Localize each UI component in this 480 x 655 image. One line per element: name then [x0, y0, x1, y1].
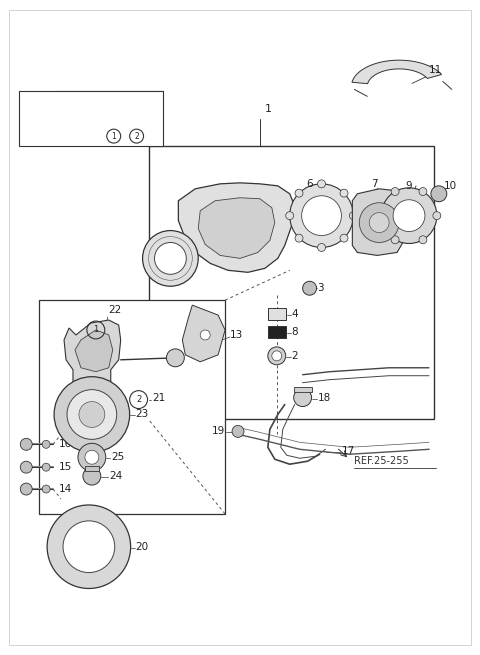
Text: 18: 18	[318, 392, 331, 403]
Text: 11: 11	[429, 64, 442, 75]
Text: 6: 6	[306, 179, 313, 189]
Polygon shape	[75, 330, 113, 372]
Polygon shape	[198, 198, 275, 259]
Circle shape	[393, 200, 425, 232]
Text: 4: 4	[292, 309, 299, 319]
Circle shape	[419, 236, 427, 244]
Circle shape	[47, 505, 131, 588]
Polygon shape	[179, 183, 295, 272]
Bar	[294, 386, 312, 392]
Text: 21: 21	[153, 392, 166, 403]
Text: –: –	[123, 131, 128, 141]
Text: 2: 2	[292, 351, 299, 361]
Text: 20: 20	[136, 542, 149, 552]
Bar	[85, 466, 99, 471]
Circle shape	[63, 521, 115, 572]
Text: 9: 9	[405, 181, 412, 191]
Circle shape	[433, 212, 441, 219]
Text: 7: 7	[371, 179, 378, 189]
Polygon shape	[182, 305, 225, 362]
Circle shape	[318, 244, 325, 252]
Text: 15: 15	[59, 462, 72, 472]
Text: 23: 23	[136, 409, 149, 419]
Circle shape	[295, 234, 303, 242]
Circle shape	[419, 187, 427, 196]
Text: 22: 22	[108, 305, 121, 315]
Text: 13: 13	[230, 330, 243, 340]
Circle shape	[381, 188, 437, 244]
Circle shape	[377, 212, 385, 219]
Circle shape	[301, 196, 341, 236]
Polygon shape	[352, 189, 404, 255]
Text: 5: 5	[142, 253, 148, 263]
Circle shape	[20, 438, 32, 450]
Circle shape	[79, 402, 105, 428]
Circle shape	[391, 187, 399, 196]
Circle shape	[42, 440, 50, 448]
Circle shape	[302, 281, 316, 295]
Circle shape	[290, 184, 353, 248]
Bar	[268, 308, 286, 320]
Circle shape	[431, 186, 447, 202]
Circle shape	[349, 212, 357, 219]
Circle shape	[232, 426, 244, 438]
Text: REF.25-255: REF.25-255	[354, 457, 409, 466]
Text: 19: 19	[212, 426, 225, 436]
Text: 3: 3	[318, 283, 324, 293]
Text: 16: 16	[59, 440, 72, 449]
Circle shape	[83, 467, 101, 485]
Circle shape	[360, 203, 399, 242]
Text: 25: 25	[111, 452, 124, 462]
Circle shape	[54, 377, 130, 452]
Circle shape	[155, 242, 186, 274]
Circle shape	[85, 450, 99, 464]
Circle shape	[42, 463, 50, 471]
Circle shape	[67, 390, 117, 440]
Text: 10: 10	[444, 181, 457, 191]
Bar	[268, 326, 286, 338]
Circle shape	[167, 349, 184, 367]
Text: 1: 1	[265, 104, 272, 114]
Bar	[19, 92, 164, 146]
Circle shape	[20, 461, 32, 473]
Circle shape	[42, 485, 50, 493]
Text: 2: 2	[136, 395, 141, 404]
Circle shape	[369, 213, 389, 233]
Polygon shape	[64, 320, 120, 407]
Circle shape	[286, 212, 294, 219]
Circle shape	[272, 351, 282, 361]
Circle shape	[391, 236, 399, 244]
Circle shape	[268, 347, 286, 365]
Polygon shape	[352, 60, 442, 84]
Circle shape	[318, 180, 325, 188]
Text: 1: 1	[111, 132, 116, 141]
Text: THE NO.12 :: THE NO.12 :	[25, 131, 84, 141]
Text: 8: 8	[292, 327, 299, 337]
Circle shape	[143, 231, 198, 286]
Text: 2: 2	[134, 132, 139, 141]
Text: 24: 24	[109, 471, 122, 481]
Circle shape	[294, 388, 312, 407]
Bar	[39, 300, 225, 514]
Bar	[148, 146, 434, 419]
Circle shape	[340, 234, 348, 242]
Circle shape	[295, 189, 303, 197]
Circle shape	[78, 443, 106, 471]
Text: NOTE: NOTE	[25, 94, 48, 102]
Text: 1: 1	[93, 326, 98, 335]
Text: 14: 14	[59, 484, 72, 494]
Circle shape	[20, 483, 32, 495]
Circle shape	[340, 189, 348, 197]
Circle shape	[200, 330, 210, 340]
Text: 17: 17	[341, 446, 355, 457]
